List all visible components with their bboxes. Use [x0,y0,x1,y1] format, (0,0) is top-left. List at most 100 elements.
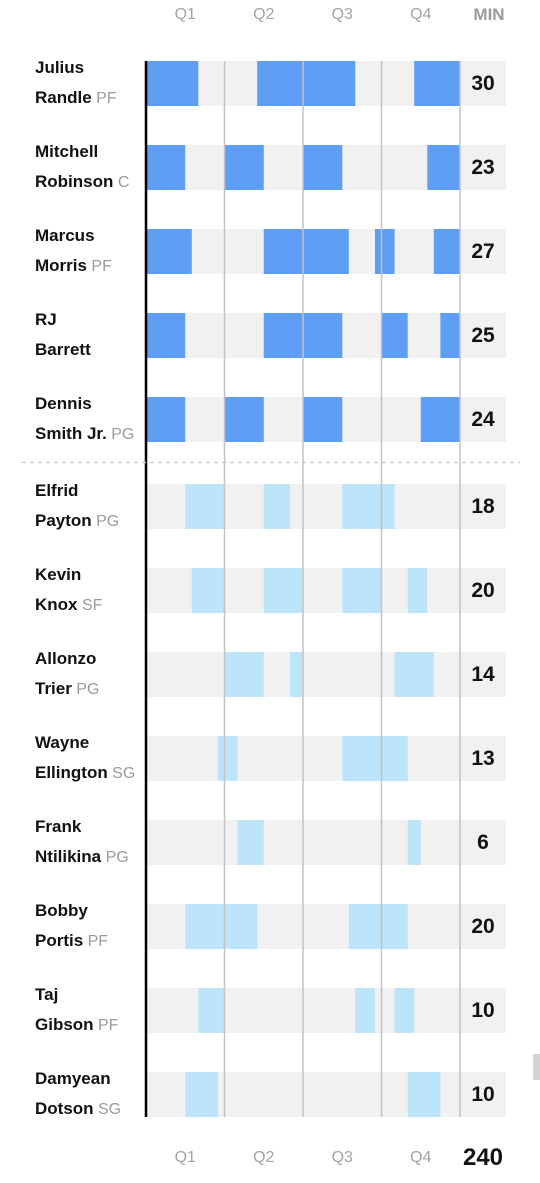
player-last-name: Smith Jr. PG [35,419,134,450]
quarter-label-bottom: Q4 [410,1149,432,1166]
player-last-name: Payton PG [35,506,119,537]
player-last: Knox [35,595,78,614]
player-minutes: 24 [471,407,495,431]
quarter-label-bottom: Q2 [253,1149,275,1166]
stint-bar [394,988,415,1033]
stint-bar [185,484,225,529]
player-position: PG [71,681,100,698]
player-minutes: 13 [471,746,495,770]
player-last: Robinson [35,172,114,191]
player-first-name: Wayne [35,733,90,752]
stint-bar [348,904,408,949]
player-name: Wayne Ellington SG [35,728,135,789]
player-last-name: Portis PF [35,926,108,957]
stint-bar [257,61,356,106]
player-first-name: Taj [35,985,59,1004]
player-name: Bobby Portis PF [35,896,108,957]
player-name: Allonzo Trier PG [35,644,99,705]
stint-bar [303,145,343,190]
player-name: Dennis Smith Jr. PG [35,389,134,450]
row-background [146,736,506,781]
quarter-label-top: Q3 [331,6,353,23]
player-position: PF [86,258,112,275]
stint-bar [146,397,186,442]
stint-bar [381,313,408,358]
scrollbar-thumb[interactable] [533,1054,540,1080]
quarter-label-bottom: Q3 [331,1149,353,1166]
stint-bar [224,397,264,442]
player-name: Julius Randle PF [35,53,117,114]
quarter-label-top: Q1 [174,6,196,23]
player-position: SF [77,597,103,614]
player-last: Gibson [35,1015,94,1034]
player-name: Mitchell Robinson C [35,137,129,198]
player-first-name: Marcus [35,226,95,245]
stint-bar [217,736,238,781]
player-minutes: 20 [471,914,495,938]
player-first-name: Kevin [35,565,82,584]
quarter-label-top: Q4 [410,6,432,23]
player-last-name: Morris PF [35,251,112,282]
row-background [146,820,506,865]
player-position: PG [106,426,135,443]
player-first-name: Allonzo [35,649,97,668]
player-name: Elfrid Payton PG [35,476,119,537]
player-first-name: Elfrid [35,481,79,500]
stint-bar [420,397,460,442]
player-last: Dotson [35,1099,94,1118]
stint-bar [263,568,303,613]
player-last: Ntilikina [35,847,102,866]
stint-bar [355,988,375,1033]
player-last: Portis [35,931,84,950]
player-first-name: Julius [35,58,85,77]
player-minutes: 25 [471,323,495,347]
player-last: Morris [35,256,87,275]
stint-bar [394,652,434,697]
stint-bars [146,61,460,1117]
total-minutes: 240 [462,1144,504,1171]
stint-bar [374,229,395,274]
axes [22,61,520,1117]
stint-bar [342,736,408,781]
player-last: Randle [35,88,92,107]
stint-bar [146,61,199,106]
player-minutes: 6 [477,830,489,854]
stint-bar [440,313,460,358]
player-last: Payton [35,511,92,530]
player-position: PF [83,933,109,950]
minutes-header: MIN [473,5,505,24]
player-name: Kevin Knox SF [35,560,102,621]
player-last: Smith Jr. [35,424,107,443]
stint-bar [146,229,192,274]
stint-bar [191,568,225,613]
stint-bar [224,145,264,190]
player-position: PF [93,1017,119,1034]
player-last-name: Dotson SG [35,1094,121,1125]
player-last-name: Gibson PF [35,1010,118,1041]
stint-bar [198,988,225,1033]
stint-bar [342,568,382,613]
stint-bar [224,652,264,697]
player-name: Damyean Dotson SG [35,1064,121,1125]
stint-bar [414,61,460,106]
stint-bar [303,397,343,442]
player-last: Ellington [35,763,108,782]
player-minutes: 20 [471,578,495,602]
player-minutes: 27 [471,239,495,263]
player-position: SG [93,1101,122,1118]
player-first-name: Dennis [35,394,92,413]
stint-bar [185,1072,218,1117]
stint-bar [427,145,460,190]
stint-bar [433,229,460,274]
player-minutes: 23 [471,155,495,179]
stint-bar [263,229,349,274]
player-name: Marcus Morris PF [35,221,112,282]
stint-bar [407,820,421,865]
quarter-label-top: Q2 [253,6,275,23]
player-minutes: 14 [471,662,495,686]
player-last-name: Ellington SG [35,758,135,789]
player-last-name: Barrett [35,335,91,365]
player-first-name: RJ [35,310,57,329]
stint-bar [289,652,303,697]
stint-bar [407,568,428,613]
